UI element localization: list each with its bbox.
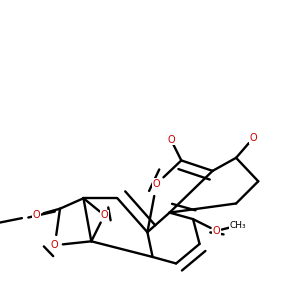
Text: O: O — [249, 133, 257, 143]
Text: O: O — [51, 240, 59, 250]
Text: O: O — [33, 210, 40, 220]
Text: CH₃: CH₃ — [229, 221, 246, 230]
Text: O: O — [167, 135, 175, 145]
Text: O: O — [100, 210, 108, 220]
Text: O: O — [213, 226, 220, 236]
Text: O: O — [153, 179, 160, 189]
